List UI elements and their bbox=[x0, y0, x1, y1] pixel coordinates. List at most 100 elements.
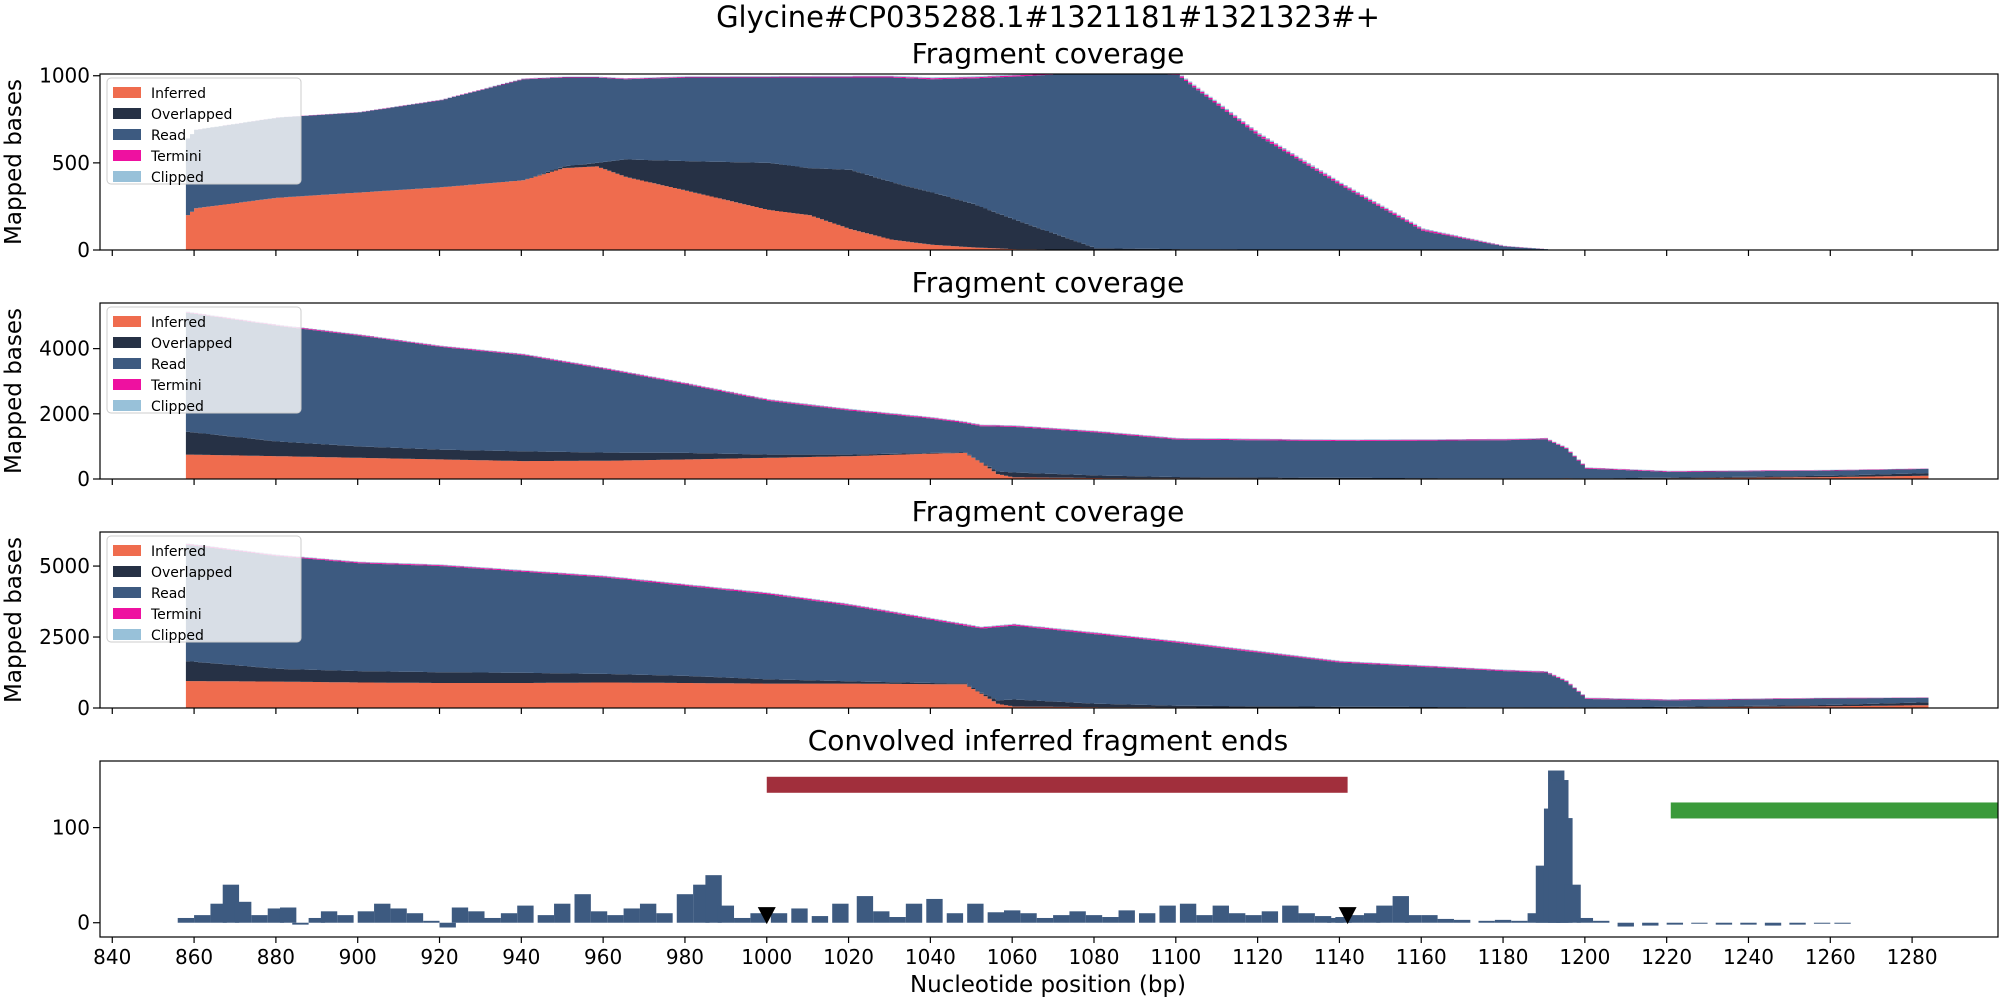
end-density-bar bbox=[926, 898, 943, 923]
end-density-bar bbox=[873, 911, 890, 923]
end-density-bar bbox=[987, 912, 1005, 923]
end-density-bar bbox=[554, 903, 571, 923]
end-density-bar bbox=[607, 915, 624, 923]
x-tick-label: 1280 bbox=[1887, 945, 1938, 969]
series-inferred-area bbox=[185, 681, 1929, 708]
end-density-bar bbox=[623, 908, 640, 923]
x-tick-label: 1160 bbox=[1396, 945, 1447, 969]
end-density-bar bbox=[1740, 922, 1757, 925]
end-density-bar bbox=[1764, 922, 1782, 926]
legend-swatch-read bbox=[113, 129, 141, 140]
end-density-bar bbox=[177, 917, 195, 923]
end-density-bar bbox=[905, 903, 923, 923]
end-density-bar bbox=[750, 913, 767, 923]
position-marker-1 bbox=[757, 907, 776, 925]
end-density-bar bbox=[1421, 915, 1438, 923]
x-tick-label: 920 bbox=[420, 945, 458, 969]
x-tick-label: 1000 bbox=[741, 945, 792, 969]
end-density-bar bbox=[1715, 922, 1733, 925]
x-tick-label: 1060 bbox=[987, 945, 1038, 969]
end-density-bar bbox=[1376, 905, 1393, 923]
panel-1-title: Fragment coverage bbox=[912, 37, 1185, 70]
y-axis-label: Mapped bases bbox=[1, 308, 27, 474]
legend-swatch-clipped bbox=[113, 629, 141, 640]
end-density-bar bbox=[1437, 918, 1454, 923]
x-tick-label: 900 bbox=[339, 945, 377, 969]
interval-bar-1 bbox=[766, 776, 1348, 793]
end-density-bar bbox=[484, 917, 501, 923]
series-inferred-area bbox=[185, 452, 1929, 479]
legend-label-inferred: Inferred bbox=[151, 544, 206, 560]
legend-swatch-inferred bbox=[113, 316, 141, 327]
end-density-bar bbox=[1347, 915, 1364, 923]
panel-4: Convolved inferred fragment ends 0 100 840 8… bbox=[52, 724, 1999, 969]
legend-box bbox=[106, 306, 302, 414]
y-tick-label: 1000 bbox=[39, 64, 90, 88]
figure-suptitle: Glycine#CP035288.1#1321181#1321323#+ bbox=[716, 0, 1380, 34]
end-density-bar bbox=[439, 922, 456, 928]
y-tick-label: 2000 bbox=[39, 402, 90, 426]
end-density-bar bbox=[1363, 913, 1381, 923]
end-density-bar bbox=[590, 911, 608, 923]
legend-label-inferred: Inferred bbox=[151, 315, 206, 331]
end-density-bar bbox=[1813, 922, 1831, 924]
x-tick-label: 1240 bbox=[1723, 945, 1774, 969]
end-density-bar bbox=[791, 908, 808, 923]
y-tick-label: 500 bbox=[52, 151, 90, 175]
end-density-bar bbox=[889, 917, 906, 923]
end-density-bar bbox=[717, 905, 735, 923]
legend-swatch-clipped bbox=[113, 171, 141, 182]
end-density-bar bbox=[374, 903, 391, 923]
end-density-bar bbox=[500, 913, 518, 923]
legend-label-clipped: Clipped bbox=[151, 399, 204, 415]
y-tick-label: 4000 bbox=[39, 337, 90, 361]
legend-box bbox=[106, 535, 302, 643]
y-axis-label: Mapped bases bbox=[1, 79, 27, 245]
y-tick-label: 0 bbox=[77, 238, 90, 262]
end-density-bar bbox=[1576, 917, 1594, 923]
legend-label-overlapped: Overlapped bbox=[151, 336, 232, 352]
x-tick-label: 840 bbox=[93, 945, 131, 969]
y-tick-label: 0 bbox=[77, 911, 90, 935]
end-density-bar bbox=[1085, 915, 1103, 923]
end-density-bar bbox=[1642, 922, 1659, 926]
end-density-bar bbox=[1053, 915, 1070, 923]
legend-label-termini: Termini bbox=[150, 607, 202, 623]
panel-2-title: Fragment coverage bbox=[912, 266, 1185, 299]
end-density-bar bbox=[357, 911, 375, 923]
end-density-bar bbox=[1282, 905, 1299, 923]
legend-box bbox=[106, 77, 302, 185]
legend-label-overlapped: Overlapped bbox=[151, 565, 232, 581]
end-density-bar bbox=[1261, 911, 1279, 923]
end-density-bar bbox=[1159, 905, 1176, 923]
end-density-bar bbox=[1335, 917, 1352, 923]
panel-2: Fragment coverage 0 2000 4000 Mapped bases In… bbox=[1, 266, 1999, 491]
legend: Inferred Overlapped Read Termini Clipped bbox=[106, 306, 302, 415]
legend-swatch-inferred bbox=[113, 87, 141, 98]
panel-4-plot bbox=[177, 770, 1998, 928]
legend-label-termini: Termini bbox=[150, 378, 202, 394]
end-density-bar bbox=[1020, 913, 1037, 923]
end-density-bar bbox=[1118, 910, 1135, 923]
end-density-bar bbox=[811, 916, 829, 923]
x-tick-label: 1040 bbox=[905, 945, 956, 969]
x-tick-label: 940 bbox=[502, 945, 540, 969]
end-density-bar bbox=[517, 905, 534, 923]
end-density-bar bbox=[1228, 913, 1246, 923]
end-density-bar bbox=[656, 913, 673, 923]
end-density-bar bbox=[1453, 919, 1471, 923]
series-inferred-area bbox=[185, 166, 1548, 250]
x-tick-label: 1180 bbox=[1478, 945, 1529, 969]
series-read-area bbox=[185, 74, 1548, 250]
end-density-bar bbox=[1069, 911, 1086, 923]
legend: Inferred Overlapped Read Termini Clipped bbox=[106, 535, 302, 644]
legend-label-read: Read bbox=[151, 586, 186, 602]
end-density-bar bbox=[1789, 922, 1806, 925]
end-density-bar bbox=[734, 917, 751, 923]
end-density-bar bbox=[1593, 920, 1610, 923]
end-density-bar bbox=[1691, 922, 1708, 924]
end-density-bar bbox=[279, 907, 297, 923]
end-density-bar bbox=[1004, 910, 1021, 923]
end-density-bar bbox=[194, 915, 211, 923]
legend-swatch-termini bbox=[113, 608, 141, 619]
